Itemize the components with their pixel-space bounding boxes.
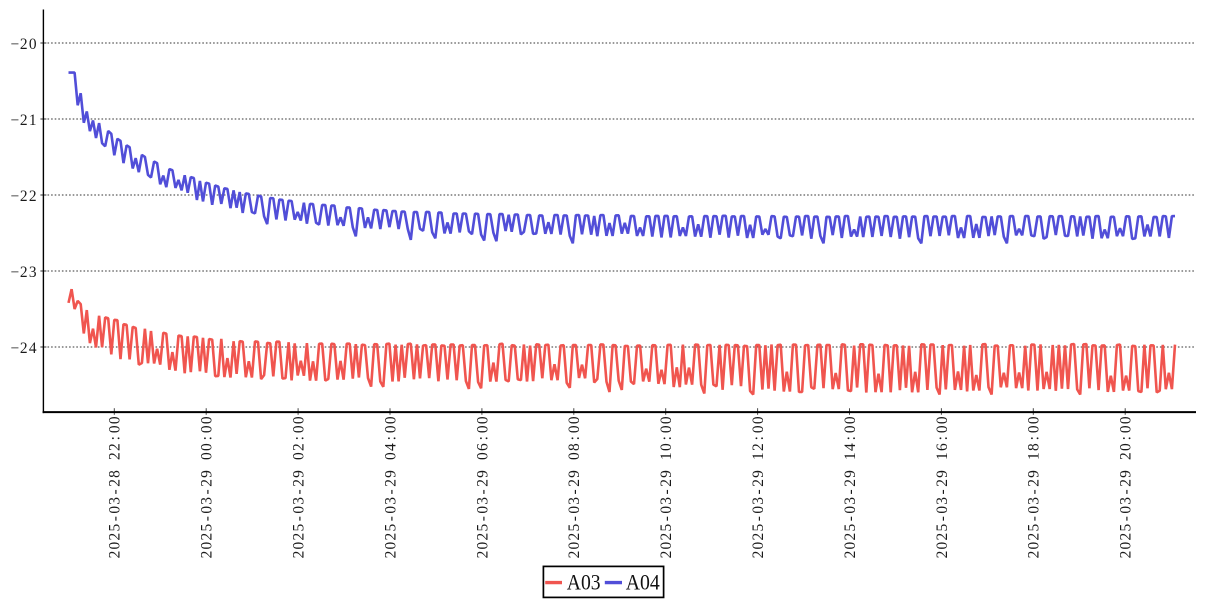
svg-text:2025-03-2920:00: 2025-03-2920:00 <box>1118 416 1135 558</box>
svg-text:2025-03-2822:00: 2025-03-2822:00 <box>107 416 124 558</box>
svg-text:2025-03-2906:00: 2025-03-2906:00 <box>474 416 491 558</box>
svg-text:−23: −23 <box>10 264 36 281</box>
svg-text:−20: −20 <box>10 36 36 53</box>
svg-text:2025-03-2904:00: 2025-03-2904:00 <box>382 416 399 558</box>
svg-text:2025-03-2900:00: 2025-03-2900:00 <box>199 416 216 558</box>
svg-text:2025-03-2910:00: 2025-03-2910:00 <box>658 416 675 558</box>
svg-text:2025-03-2916:00: 2025-03-2916:00 <box>934 416 951 558</box>
svg-text:2025-03-2902:00: 2025-03-2902:00 <box>290 416 307 558</box>
svg-text:2025-03-2912:00: 2025-03-2912:00 <box>750 416 767 558</box>
svg-text:−21: −21 <box>10 112 36 129</box>
svg-text:A04: A04 <box>626 570 660 595</box>
svg-text:2025-03-2918:00: 2025-03-2918:00 <box>1026 416 1043 558</box>
svg-text:2025-03-2914:00: 2025-03-2914:00 <box>842 416 859 558</box>
svg-text:A03: A03 <box>567 570 601 595</box>
svg-text:−22: −22 <box>10 188 36 205</box>
svg-text:2025-03-2908:00: 2025-03-2908:00 <box>566 416 583 558</box>
svg-text:−24: −24 <box>10 340 36 357</box>
